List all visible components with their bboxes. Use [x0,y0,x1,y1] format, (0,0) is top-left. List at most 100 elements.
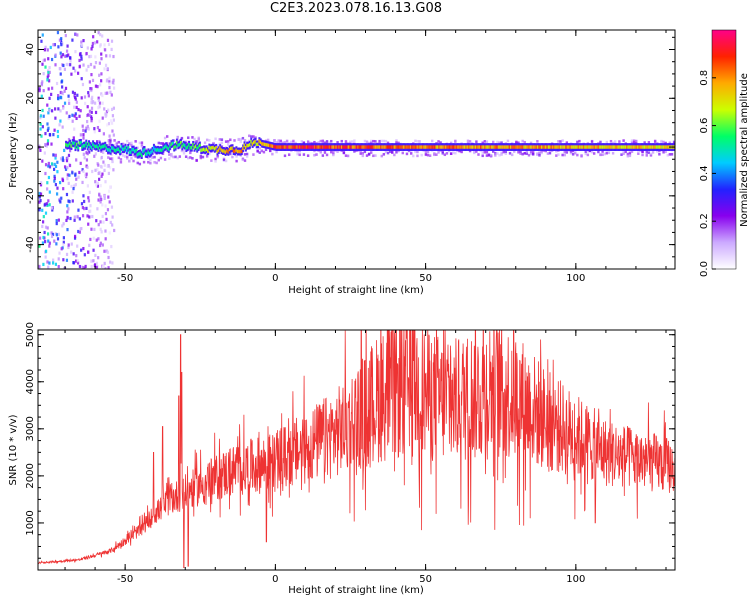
spectrogram-cell [87,127,90,131]
spectrogram-cell [86,214,89,218]
spectrogram-cell [85,172,88,176]
spectrogram-cell [592,145,595,149]
spectrogram-cell [177,143,180,148]
spectrogram-cell [660,140,663,144]
spectrogram-cell [112,168,115,172]
spectrogram-cell [433,153,436,157]
spectrogram-cell [97,237,100,241]
spectrogram-cell [270,144,273,148]
spectrogram-cell [41,220,45,224]
spectrogram-cell [97,98,100,102]
spectrogram-cell [88,190,91,194]
spectrogram-cell [664,145,667,149]
spectrogram-cell [129,150,132,154]
spectrogram-cell [205,138,209,142]
spectrogram-cell [482,145,485,149]
snr-frame [37,329,676,571]
spectrogram-cell [193,140,196,144]
spectrogram-cell [100,174,103,178]
spectrogram-cell [176,156,179,160]
spectrogram-cell [470,145,473,149]
spectrogram-cell [330,150,333,154]
spectrogram-cell [245,155,249,158]
spectrogram-cell [609,139,613,143]
spectrogram-cell [599,145,602,149]
spectrogram-cell [54,156,57,160]
spectrogram-cell [236,149,239,154]
spectrogram-cell [90,145,93,150]
spectrogram-cell [294,145,297,149]
spectrogram-cell [46,232,50,236]
spectrogram-cell [170,152,173,156]
spectrogram-cell [146,152,149,156]
spectrogram-cell [303,145,306,149]
spectrogram-cell [269,149,272,152]
spectrogram-cell [76,215,79,219]
spectrogram-cell [529,150,533,154]
spectrogram-cell [81,82,85,87]
spectrogram-cell [103,261,106,266]
spectrogram-cell [404,145,407,149]
spectrogram-cell [424,145,427,149]
spectrogram-cell [319,145,322,149]
spectrogram-cell [538,152,541,156]
spectrogram-cell [426,145,429,149]
colorbar-tick-label: 0.8 [699,70,710,86]
spectrogram-cell [49,45,52,50]
spectrogram-cell [313,145,316,149]
spectrogram-cell [184,141,188,145]
spectrogram-cell [110,205,114,209]
spectrogram-cell [332,153,335,157]
spectrogram-cell [561,145,564,149]
spectrogram-cell [431,139,434,143]
spectrogram-cell [98,143,101,148]
spectrogram-cell [574,149,577,153]
spectrogram-cell [56,170,59,174]
spectrogram-cell [489,154,493,157]
spectrogram-cell [62,222,65,226]
spectrogram-cell [62,258,65,262]
spectrogram-cell [416,150,419,154]
spectrogram-cell [130,156,133,160]
spectrogram-cell [441,151,444,155]
spectrogram-cell [96,40,99,44]
spectrogram-cell [93,154,96,158]
spectrogram-cell [67,94,70,98]
spectrogram-cell [72,136,75,140]
y-tick-label: 2000 [25,463,36,488]
spectrogram-cell [304,145,307,149]
spectrogram-cell [67,207,70,211]
spectrogram-cell [496,140,499,144]
spectrogram-cell [53,174,56,179]
spectrogram-cell [74,173,77,177]
spectrogram-cell [180,136,184,140]
spectrogram-cell [557,145,560,149]
spectrogram-cell [558,145,561,149]
spectrogram-cell [86,165,89,170]
spectrogram-cell [99,220,102,224]
spectrogram-cell [166,146,169,150]
spectrogram-cell [112,133,115,137]
spectrogram-cell [75,254,78,258]
spectrogram-cell [101,101,104,105]
spectrogram-cell [426,153,430,157]
spectrogram-cell [239,140,243,144]
spectrogram-cell [52,43,55,47]
spectrogram-cell [492,145,495,149]
spectrogram-cell [573,145,576,149]
spectrogram-cell [630,145,633,149]
spectrogram-cell [222,158,226,162]
spectrogram-cell [281,141,285,145]
spectrogram-cell [584,150,587,153]
spectrogram-cell [466,139,470,143]
spectrogram-cell [102,220,105,224]
spectrogram-cell [128,159,131,163]
spectrogram-cell [258,139,261,143]
spectrogram-cell [97,146,100,150]
spectrogram-cell [126,155,129,159]
spectrogram-cell [622,145,625,149]
spectrogram-cell [109,157,112,161]
spectrogram-cell [315,145,318,149]
spectrogram-cell [302,153,306,156]
y-tick-label: 40 [25,43,36,56]
